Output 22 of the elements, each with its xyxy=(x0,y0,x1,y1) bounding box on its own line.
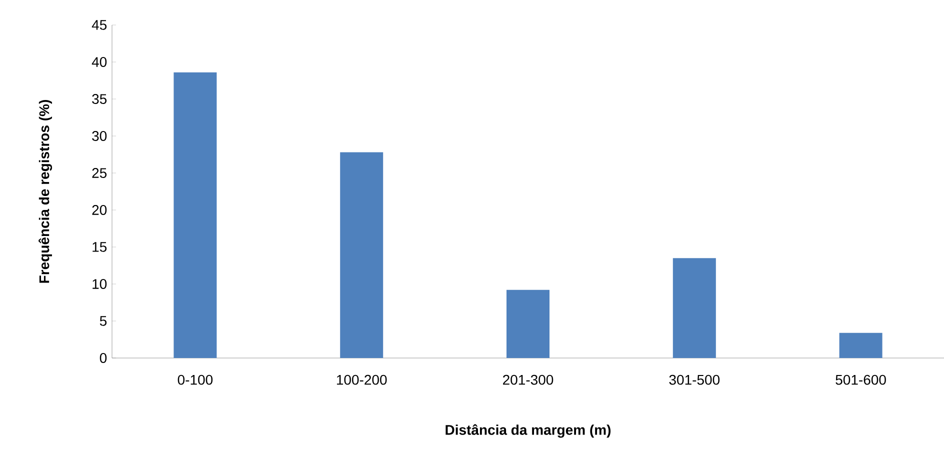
x-tick-label: 301-500 xyxy=(669,374,720,385)
x-tick-label: 100-200 xyxy=(336,374,387,385)
y-tick-label: 40 xyxy=(92,57,107,67)
x-tick-label: 201-300 xyxy=(503,374,554,385)
y-tick-label: 5 xyxy=(100,316,107,326)
y-tick-label: 15 xyxy=(92,242,107,252)
y-tick-label: 20 xyxy=(92,205,107,215)
x-tick-label: 501-600 xyxy=(836,374,886,385)
bar xyxy=(839,332,882,358)
y-tick-label: 0 xyxy=(100,353,107,363)
bar xyxy=(174,72,217,358)
y-tick-label: 45 xyxy=(92,20,107,30)
y-tick-label: 10 xyxy=(92,279,107,289)
y-tick-label: 35 xyxy=(92,94,107,104)
y-tick-label: 30 xyxy=(92,131,107,141)
bar xyxy=(672,258,716,358)
y-tick-label: 25 xyxy=(92,168,107,178)
y-axis-title: Frequência de registros (%) xyxy=(38,100,52,283)
bar xyxy=(506,290,550,358)
x-axis-title: Distância da margem (m) xyxy=(446,424,611,438)
bar xyxy=(340,152,384,358)
x-tick-label: 0-100 xyxy=(178,374,213,385)
